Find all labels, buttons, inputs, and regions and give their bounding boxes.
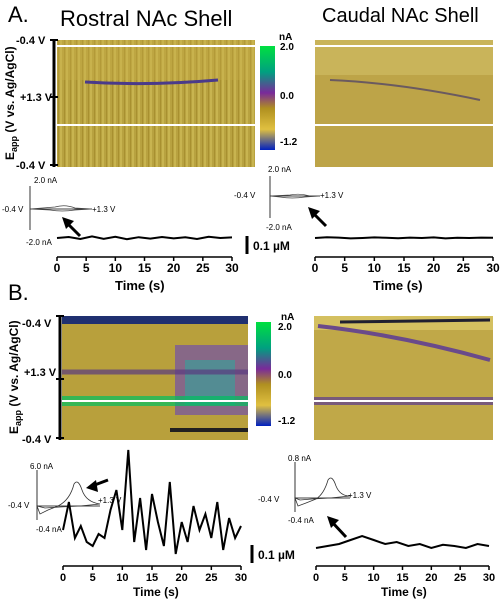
x-axis-a-caudal: 0 5 10 15 20 25 30: [312, 256, 500, 275]
x-tick-label: 0: [313, 572, 319, 584]
colorbar-b-tick-top: 2.0: [278, 322, 292, 333]
heatmap-b-caudal-top-feature: [339, 318, 491, 324]
x-tick-label: 25: [454, 572, 466, 584]
x-tick-label: 15: [138, 261, 152, 275]
cv-b-left-right: +1.3 V: [98, 496, 122, 505]
colorbar-a: [260, 46, 275, 150]
x-label-a-caudal: Time (s): [373, 278, 423, 293]
colorbar-a-tick-bottom: -1.2: [280, 137, 298, 148]
cv-b-left-bottom: -0.4 nA: [36, 525, 62, 534]
colorbar-a-unit: nA: [279, 32, 292, 43]
x-tick-label: 10: [109, 261, 123, 275]
x-tick-label: 5: [341, 261, 348, 275]
x-tick-label: 0: [54, 261, 61, 275]
trace-line: [315, 534, 490, 550]
x-tick-label: 25: [457, 261, 471, 275]
cv-a-left-right: +1.3 V: [92, 205, 116, 214]
cv-a-right-left: -0.4 V: [234, 191, 256, 200]
title-rostral: Rostral NAc Shell: [60, 6, 232, 31]
trace-line: [62, 449, 242, 555]
heatmap-b-caudal-diagonal: [317, 324, 491, 362]
heatmap-a-rostral-feature: [84, 78, 219, 86]
x-tick-label: 30: [486, 261, 500, 275]
x-tick-label: 0: [312, 261, 319, 275]
y-tick-b-top: -0.4 V: [22, 318, 52, 330]
trace-a-rostral: [56, 235, 233, 241]
x-tick-label: 10: [368, 261, 382, 275]
trace-b-caudal: [315, 534, 490, 550]
cv-a-right-right: +1.3 V: [320, 191, 344, 200]
x-tick-label: 25: [205, 572, 217, 584]
trace-line: [314, 236, 494, 240]
cv-b-left-top: 6.0 nA: [30, 462, 54, 471]
heatmap-a-caudal-feature: [329, 79, 481, 101]
x-tick-label: 10: [368, 572, 380, 584]
scalebar-b-label: 0.1 µM: [258, 548, 295, 562]
x-tick-label: 5: [83, 261, 90, 275]
panel-label-b: B.: [8, 280, 29, 305]
x-tick-label: 20: [167, 261, 181, 275]
heatmap-b-caudal: [314, 316, 493, 440]
cv-a-right-bottom: -2.0 nA: [266, 223, 292, 232]
x-tick-label: 15: [397, 261, 411, 275]
y-tick-a-top: -0.4 V: [16, 35, 46, 47]
y-tick-b-mid: +1.3 V: [24, 367, 57, 379]
x-tick-label: 25: [196, 261, 210, 275]
scalebar-a-label: 0.1 µM: [253, 239, 290, 253]
cv-b-right-top: 0.8 nA: [288, 454, 312, 463]
panel-label-a: A.: [8, 2, 29, 27]
heatmap-a-rostral: [57, 40, 255, 167]
cv-a-left-top: 2.0 nA: [34, 176, 58, 185]
cv-inset-a-right: 2.0 nA -0.4 V +1.3 V -2.0 nA: [234, 165, 344, 232]
cv-b-right-bottom: -0.4 nA: [288, 516, 314, 525]
title-caudal: Caudal NAc Shell: [322, 5, 479, 27]
y-tick-b-bottom: -0.4 V: [22, 434, 52, 446]
x-axis-a-rostral: 0 5 10 15 20 25 30: [54, 256, 239, 275]
x-tick-label: 5: [90, 572, 96, 584]
x-tick-label: 20: [425, 572, 437, 584]
y-tick-a-mid: +1.3 V: [20, 92, 53, 104]
cv-a-left-left: -0.4 V: [2, 205, 24, 214]
cv-a-right-top: 2.0 nA: [268, 165, 292, 174]
x-tick-label: 10: [116, 572, 128, 584]
colorbar-a-tick-mid: 0.0: [280, 91, 294, 102]
y-label-b: Eapp (V vs. Ag/AgCl): [7, 320, 23, 434]
trace-b-rostral: [62, 449, 242, 555]
x-tick-label: 30: [235, 572, 247, 584]
x-tick-label: 0: [60, 572, 66, 584]
x-tick-label: 15: [146, 572, 158, 584]
x-axis-b-rostral: 0 5 10 15 20 25 30: [60, 565, 247, 584]
colorbar-b-tick-bottom: -1.2: [278, 416, 296, 427]
x-tick-label: 30: [483, 572, 495, 584]
x-tick-label: 20: [427, 261, 441, 275]
x-label-b-rostral: Time (s): [133, 585, 179, 599]
cv-inset-a-left: 2.0 nA -0.4 V +1.3 V -2.0 nA: [2, 176, 116, 247]
cv-b-right-left: -0.4 V: [258, 495, 280, 504]
colorbar-b-tick-mid: 0.0: [278, 370, 292, 381]
colorbar-a-tick-top: 2.0: [280, 42, 294, 53]
heatmap-b-rostral-top-band: [62, 316, 248, 324]
y-tick-a-bottom: -0.4 V: [16, 160, 46, 172]
cv-b-left-left: -0.4 V: [8, 501, 30, 510]
x-axis-b-caudal: 0 5 10 15 20 25 30: [313, 565, 495, 584]
x-tick-label: 30: [225, 261, 239, 275]
y-label-a: Eapp (V vs. Ag/AgCl): [3, 46, 19, 160]
trace-a-caudal: [314, 236, 494, 240]
cv-inset-b-left: 6.0 nA -0.4 V +1.3 V -0.4 nA: [8, 462, 122, 534]
x-label-a-rostral: Time (s): [115, 278, 165, 293]
trace-line: [56, 235, 233, 241]
x-tick-label: 20: [176, 572, 188, 584]
x-label-b-caudal: Time (s): [381, 585, 427, 599]
colorbar-b: [256, 322, 271, 426]
cv-inset-b-right: 0.8 nA -0.4 V +1.3 V -0.4 nA: [258, 454, 372, 539]
cv-a-left-bottom: -2.0 nA: [26, 238, 52, 247]
x-tick-label: 5: [342, 572, 348, 584]
x-tick-label: 15: [396, 572, 408, 584]
cv-b-right-right: +1.3 V: [348, 491, 372, 500]
colorbar-b-unit: nA: [281, 312, 294, 323]
